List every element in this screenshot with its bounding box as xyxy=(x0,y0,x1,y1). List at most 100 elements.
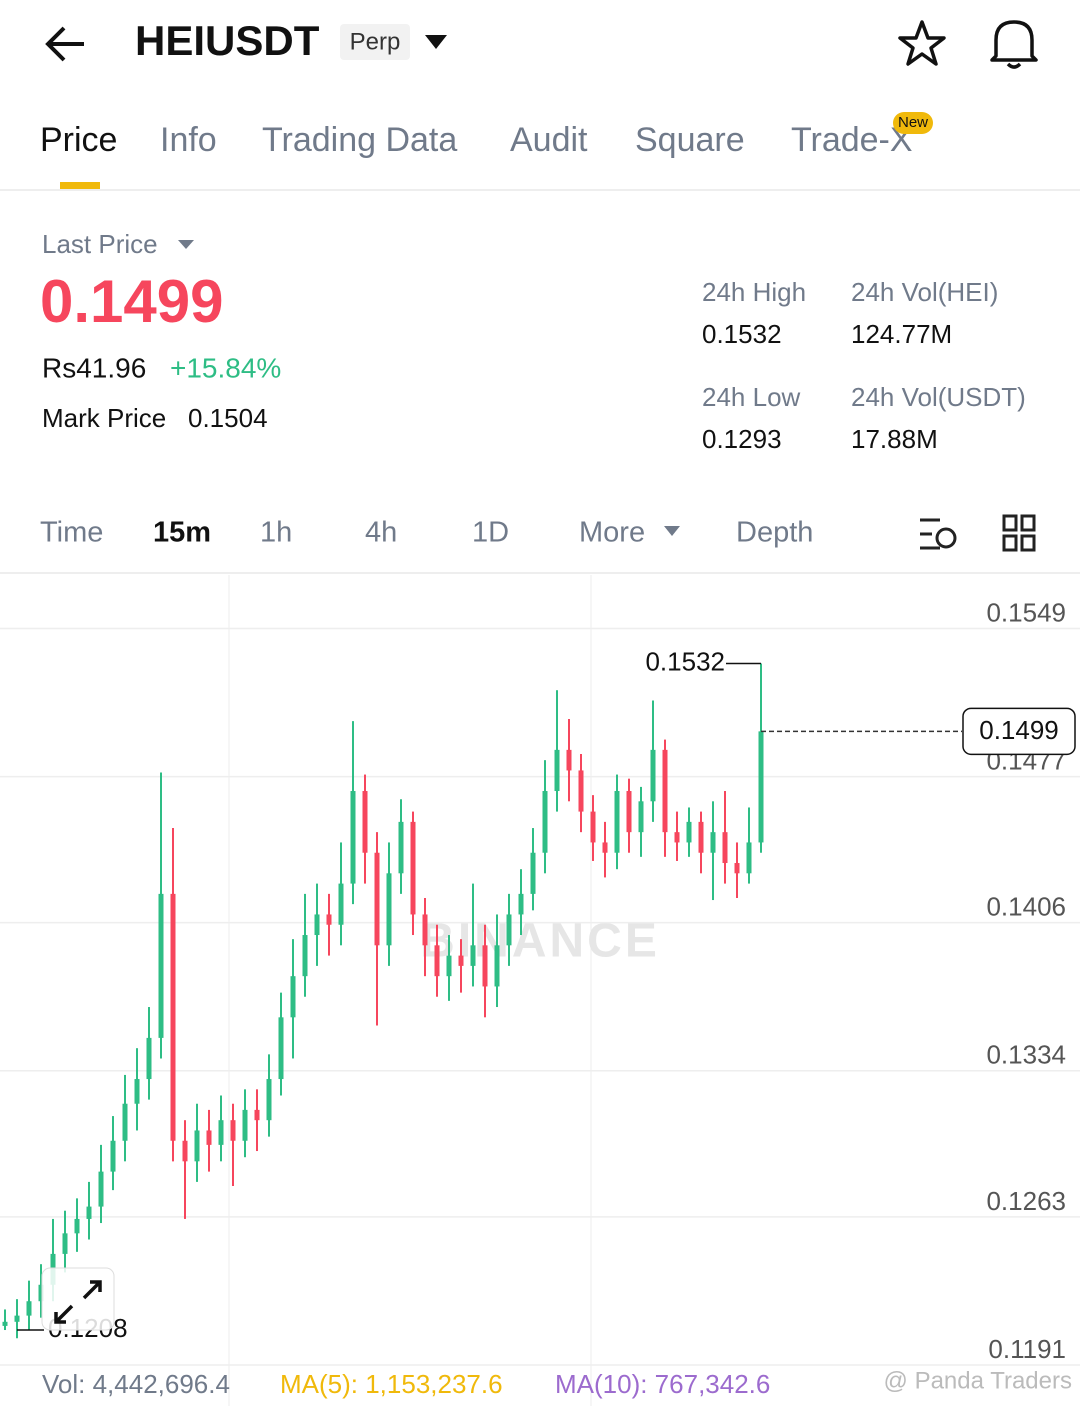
candle-body xyxy=(686,821,692,843)
candle-body xyxy=(98,1171,104,1207)
perp-badge: Perp xyxy=(350,28,401,55)
ma5: MA(5): 1,153,237.6 xyxy=(280,1369,503,1399)
new-badge: New xyxy=(898,114,928,131)
layout-button[interactable] xyxy=(1002,514,1036,552)
candle-body xyxy=(146,1037,152,1080)
candle-body xyxy=(374,852,380,946)
tab[interactable]: Trading Data xyxy=(262,121,457,159)
stat-label: 24h Vol(HEI) xyxy=(851,277,998,307)
candle-body xyxy=(734,863,740,874)
candle-body xyxy=(218,1120,224,1145)
candle-body xyxy=(362,791,368,853)
stat-label: 24h High xyxy=(702,277,806,307)
candle-body xyxy=(86,1206,92,1219)
interval-bar: Time 15m 1h 4h 1D More Depth xyxy=(40,517,813,549)
back-button[interactable] xyxy=(45,26,84,62)
symbol-title: HEIUSDT xyxy=(135,17,320,64)
candle-body xyxy=(626,791,632,833)
candle-body xyxy=(134,1079,140,1104)
candle-body xyxy=(530,852,536,894)
tab[interactable]: Trade-X xyxy=(791,121,913,159)
candle-body xyxy=(638,801,644,833)
tab[interactable]: Audit xyxy=(510,121,588,159)
tab-bar: Price Info Trading Data Audit Square Trade-XN… xyxy=(40,112,933,159)
candle-body xyxy=(338,883,344,925)
symbol-dropdown[interactable] xyxy=(425,35,447,49)
new-badge-bg xyxy=(893,112,933,134)
y-tick-label: 0.1549 xyxy=(986,597,1066,627)
candle-body xyxy=(278,1017,284,1080)
candle-body xyxy=(266,1079,272,1121)
candle-body xyxy=(26,1301,32,1316)
last-price-label: Last Price xyxy=(42,229,158,259)
interval[interactable]: More xyxy=(579,517,645,549)
candle-body xyxy=(194,1130,200,1162)
candle-body xyxy=(326,914,332,925)
fullscreen-button[interactable] xyxy=(41,1267,115,1331)
candle-body xyxy=(458,955,464,966)
stat-value: 17.88M xyxy=(851,424,938,454)
candle-body xyxy=(170,893,176,1141)
stat-value: 0.1532 xyxy=(702,319,782,349)
stats: 24h High 0.1532 24h Vol(HEI) 124.77M 24h Low… xyxy=(702,277,1026,454)
last-price-label: 0.1499 xyxy=(979,715,1059,745)
candle-body xyxy=(470,945,476,966)
candle-body xyxy=(614,791,620,853)
candle-body xyxy=(698,821,704,853)
candle-body xyxy=(578,770,584,812)
tab[interactable]: Info xyxy=(160,121,217,159)
candle-body xyxy=(518,893,524,915)
y-tick-label: 0.1191 xyxy=(988,1334,1066,1364)
interval[interactable]: Depth xyxy=(736,517,813,549)
candle-body xyxy=(542,791,548,853)
candle-body xyxy=(554,749,560,792)
more-dropdown xyxy=(664,526,680,536)
interval[interactable]: 15m xyxy=(153,517,211,549)
candle-body xyxy=(2,1321,8,1326)
stat-value: 0.1293 xyxy=(702,424,782,454)
candle-body xyxy=(290,976,296,1018)
price-type-dropdown[interactable] xyxy=(178,240,194,249)
y-tick-label: 0.1406 xyxy=(986,892,1066,922)
tab[interactable]: Price xyxy=(40,121,117,159)
candle-body xyxy=(722,832,728,864)
candle-body xyxy=(38,1284,44,1302)
credit: @ Panda Traders xyxy=(884,1367,1072,1394)
candle-body xyxy=(206,1130,212,1145)
interval[interactable]: 1h xyxy=(260,517,292,549)
volume: Vol: 4,442,696.4 xyxy=(42,1369,230,1399)
price-change: +15.84% xyxy=(170,352,281,383)
candle-body xyxy=(74,1218,80,1234)
stat-label: 24h Low xyxy=(702,382,801,412)
interval[interactable]: Time xyxy=(40,517,103,549)
candle-body xyxy=(410,821,416,915)
candle-body xyxy=(62,1233,68,1254)
mark-price-label: Mark Price xyxy=(42,403,166,433)
tab[interactable]: Square xyxy=(635,121,745,159)
mark-price: 0.1504 xyxy=(188,403,268,433)
candle-body xyxy=(386,873,392,946)
ma10: MA(10): 767,342.6 xyxy=(555,1369,770,1399)
favorite-button[interactable] xyxy=(898,20,946,66)
candlestick-chart: 0.15490.14770.14060.13340.12630.11910.15… xyxy=(0,597,1080,1366)
candle-body xyxy=(182,1140,188,1162)
candle-body xyxy=(122,1103,128,1141)
last-price: 0.1499 xyxy=(40,268,224,335)
indicator-settings[interactable] xyxy=(920,518,940,550)
stat-label: 24h Vol(USDT) xyxy=(851,382,1026,412)
alert-button[interactable] xyxy=(990,20,1038,69)
candle-body xyxy=(422,914,428,946)
candle-body xyxy=(14,1315,20,1322)
candle-body xyxy=(158,893,164,1038)
candle-body xyxy=(758,731,764,843)
candle-body xyxy=(446,955,452,977)
interval[interactable]: 1D xyxy=(472,517,509,549)
candle-body xyxy=(350,791,356,884)
interval[interactable]: 4h xyxy=(365,517,397,549)
stat-value: 124.77M xyxy=(851,319,952,349)
candle-body xyxy=(254,1109,260,1121)
candle-body xyxy=(662,749,668,833)
candle-body xyxy=(650,749,656,802)
candle-body xyxy=(590,811,596,843)
candle-body xyxy=(482,945,488,987)
